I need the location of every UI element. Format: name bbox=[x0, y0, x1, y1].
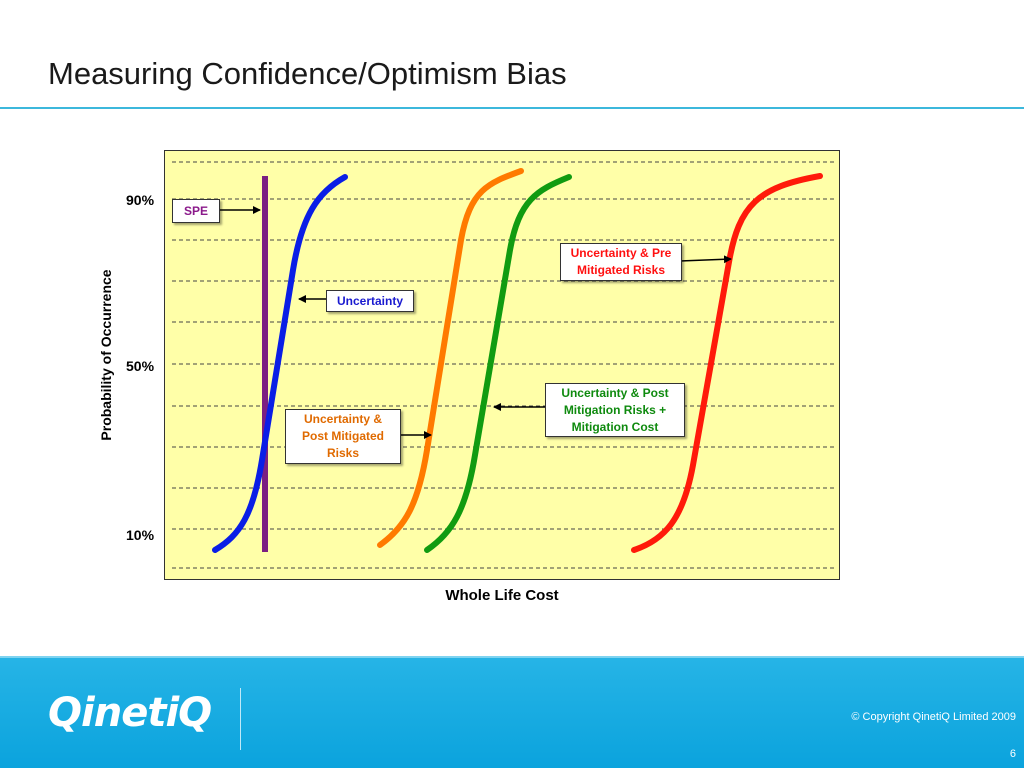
ytick-label: 90% bbox=[126, 192, 155, 208]
callout-arrow bbox=[679, 255, 732, 264]
callout-pre-mitigated: Uncertainty & Pre Mitigated Risks bbox=[560, 243, 682, 281]
callout-post-mitigation-cost-line2: Mitigation Risks + bbox=[563, 403, 667, 417]
callout-post-mitigation-cost: Uncertainty & Post Mitigation Risks + Mi… bbox=[545, 383, 685, 437]
callout-uncertainty-text: Uncertainty bbox=[336, 294, 404, 308]
slide-title: Measuring Confidence/Optimism Bias bbox=[48, 56, 567, 91]
callout-uncertainty: Uncertainty bbox=[326, 290, 414, 312]
series-curve-4 bbox=[631, 173, 823, 553]
series-curve-3 bbox=[424, 174, 572, 553]
callout-post-mitigation-cost-line1: Uncertainty & Post bbox=[561, 386, 669, 400]
ytick-label: 10% bbox=[126, 527, 155, 543]
series-curve-1 bbox=[212, 174, 348, 553]
ytick-label: 50% bbox=[126, 358, 155, 374]
curves bbox=[212, 168, 823, 553]
y-axis-label-text: Probability of Occurrence bbox=[98, 269, 114, 441]
title-rule bbox=[0, 107, 1024, 109]
qinetiq-logo: QinetiQ bbox=[48, 690, 212, 736]
footer-band bbox=[0, 658, 1024, 768]
footer-topline bbox=[0, 656, 1024, 658]
callout-pre-mitigated-line1: Uncertainty & Pre bbox=[570, 246, 672, 260]
series-curve-2 bbox=[377, 168, 524, 548]
callout-post-mitigation-cost-line3: Mitigation Cost bbox=[571, 420, 659, 434]
arrows bbox=[219, 206, 732, 439]
x-axis-label: Whole Life Cost bbox=[445, 587, 559, 604]
copyright-text: © Copyright QinetiQ Limited 2009 bbox=[851, 711, 1016, 723]
callout-spe-text: SPE bbox=[183, 204, 208, 218]
callout-spe: SPE bbox=[172, 199, 220, 223]
callout-post-mitigated-line1: Uncertainty & bbox=[303, 412, 383, 426]
gridlines bbox=[172, 161, 836, 569]
page-number: 6 bbox=[1009, 748, 1016, 760]
callout-post-mitigated: Uncertainty & Post Mitigated Risks bbox=[285, 409, 401, 464]
logo-divider bbox=[240, 688, 241, 750]
callout-post-mitigated-line3: Risks bbox=[326, 446, 360, 460]
callout-pre-mitigated-line2: Mitigated Risks bbox=[576, 263, 666, 277]
callout-post-mitigated-line2: Post Mitigated bbox=[301, 429, 384, 443]
